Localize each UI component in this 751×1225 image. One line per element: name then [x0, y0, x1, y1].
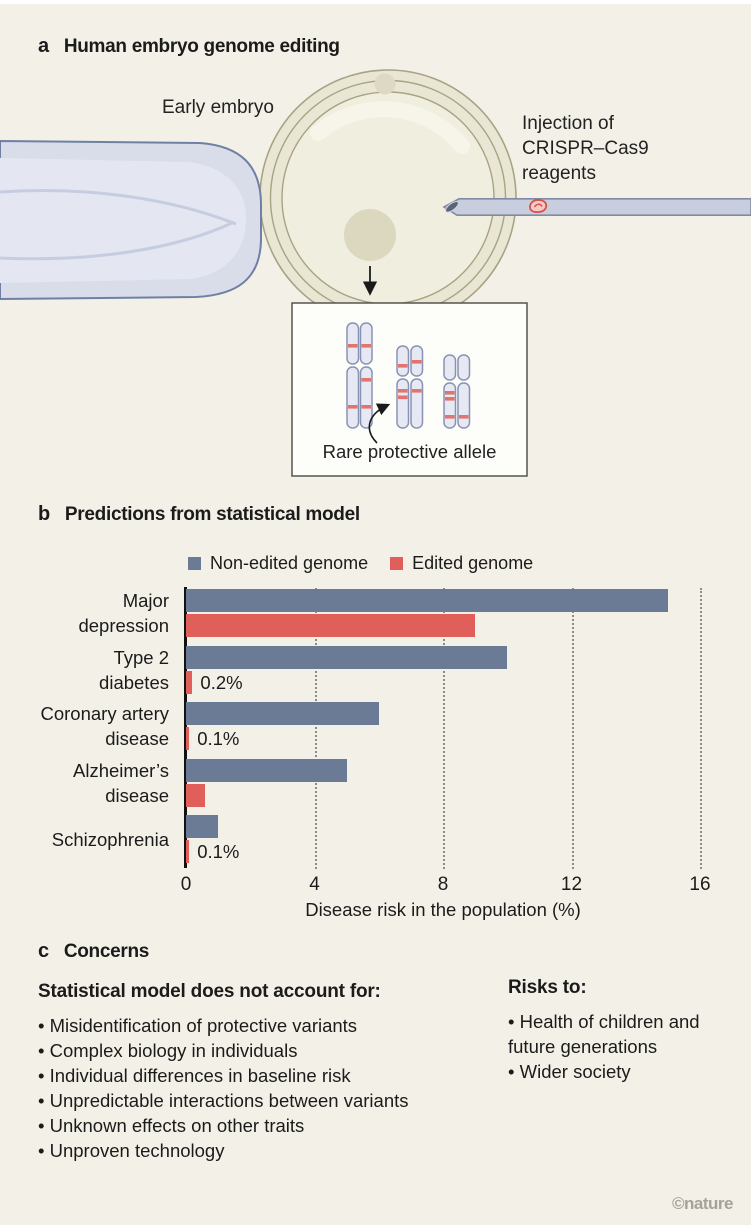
bullet-item: • Health of children and future generati…	[508, 1011, 700, 1057]
x-tick-label: 0	[180, 874, 192, 895]
crispr-payload	[529, 199, 548, 214]
legend-item-non-edited: Non-edited genome	[188, 553, 368, 574]
x-tick-label: 12	[560, 874, 583, 895]
bullet-item: • Wider society	[508, 1061, 631, 1082]
rare-allele-label: Rare protective allele	[322, 441, 497, 462]
x-tick-label: 16	[689, 874, 711, 895]
bullet-item: • Unknown effects on other traits	[38, 1115, 305, 1136]
panel-b-header: b Predictions from statistical model	[38, 503, 360, 526]
gridline	[314, 588, 317, 869]
injection-needle	[442, 198, 751, 216]
concerns-left-heading: Statistical model does not account for:	[38, 981, 381, 1002]
bullet-item: • Complex biology in individuals	[38, 1040, 298, 1061]
holding-pipette	[0, 139, 262, 301]
bar-non-edited	[186, 645, 508, 669]
bar-edited	[186, 727, 190, 750]
injection-label: Injection of CRISPR–Cas9 reagents	[522, 113, 649, 184]
category-label: Major depression	[78, 590, 169, 636]
panel-a-header: a Human embryo genome editing	[38, 35, 340, 58]
chromosome-pair-2	[396, 345, 424, 429]
legend-item-edited: Edited genome	[390, 553, 533, 574]
bar-non-edited	[186, 758, 347, 782]
panel-b-title: Predictions from statistical model	[64, 504, 360, 525]
panel-c-header: c Concerns	[38, 940, 149, 963]
concerns-right-heading: Risks to:	[508, 977, 587, 998]
x-axis-title: Disease risk in the population (%)	[305, 899, 581, 920]
bar-edited	[186, 614, 476, 637]
bar-non-edited	[186, 815, 219, 838]
polar-body	[374, 73, 396, 95]
top-strip	[0, 0, 751, 4]
x-tick-label: 4	[309, 874, 320, 895]
y-axis-line	[184, 587, 187, 868]
panel-c-title: Concerns	[63, 941, 150, 962]
nucleus	[344, 209, 396, 261]
value-label: 0.1%	[197, 841, 240, 862]
bar-non-edited	[186, 589, 668, 612]
x-tick-label: 8	[437, 874, 449, 895]
bar-edited	[186, 670, 193, 694]
chromosome-pair-1	[346, 322, 373, 429]
rare-allele-arrow-icon	[368, 403, 391, 444]
nature-watermark: ©nature	[672, 1194, 733, 1213]
bar-chart: Disease risk in the population (%) 0 4 8 12…	[0, 585, 751, 930]
concerns-left-column: Statistical model does not account for: …	[38, 980, 488, 1163]
concerns-left-list: • Misidentification of protective varian…	[38, 1013, 488, 1163]
gridline	[571, 588, 574, 869]
legend-swatch-edited	[390, 557, 404, 570]
bullet-item: • Misidentification of protective varian…	[38, 1015, 358, 1036]
bullet-item: • Unpredictable interactions between var…	[38, 1090, 409, 1111]
panel-b-letter: b	[38, 503, 50, 525]
gridline	[700, 588, 702, 869]
legend-label-edited: Edited genome	[412, 553, 534, 573]
bullet-item: • Unproven technology	[38, 1140, 225, 1161]
concerns-right-list: • Health of children and future generati…	[508, 1009, 710, 1084]
legend-label-non-edited: Non-edited genome	[210, 553, 369, 573]
value-label: 0.2%	[200, 671, 243, 693]
bar-edited	[186, 783, 206, 807]
chart-legend: Non-edited genome Edited genome	[188, 553, 533, 574]
legend-swatch-non-edited	[188, 557, 201, 570]
category-label: Alzheimer’s disease	[73, 759, 169, 806]
category-label: Type 2 diabetes	[99, 646, 169, 693]
bar-edited	[186, 840, 190, 863]
panel-a-title: Human embryo genome editing	[63, 36, 340, 57]
bar-non-edited	[186, 702, 379, 725]
panel-c-letter: c	[38, 940, 49, 962]
panel-a-letter: a	[38, 35, 49, 57]
embryo-sheen	[310, 101, 470, 154]
value-label: 0.1%	[197, 728, 240, 749]
category-label: Schizophrenia	[51, 828, 169, 850]
bullet-item: • Individual differences in baseline ris…	[38, 1065, 351, 1086]
concerns-right-column: Risks to: • Health of children and futur…	[508, 976, 710, 1084]
chromosome-box	[291, 302, 528, 477]
category-label: Coronary artery disease	[40, 703, 169, 749]
chromosome-pair-3	[443, 354, 471, 429]
needle-opening	[445, 201, 459, 213]
gridline	[443, 588, 445, 869]
embryo-illustration	[0, 69, 751, 477]
early-embryo-label: Early embryo	[162, 97, 274, 118]
